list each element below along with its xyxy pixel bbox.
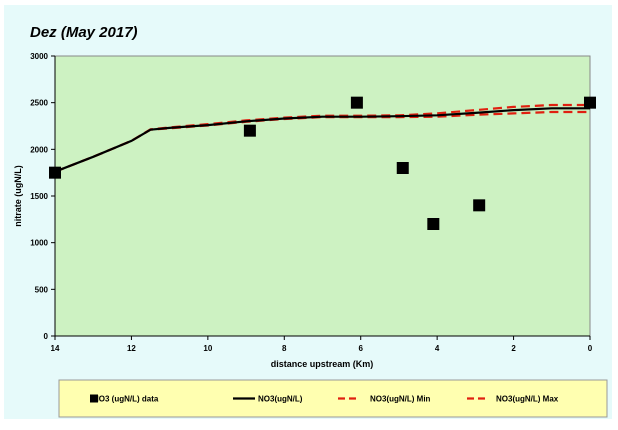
legend-label-model: NO3(ugN/L) — [258, 395, 303, 404]
chart-title: Dez (May 2017) — [30, 24, 138, 41]
x-tick-label: 4 — [435, 344, 440, 353]
x-tick-label: 2 — [511, 344, 516, 353]
legend-marker-data — [90, 394, 98, 403]
data-point — [49, 166, 61, 179]
x-tick-label: 14 — [51, 344, 60, 353]
x-axis-label: distance upstream (Km) — [271, 359, 374, 369]
x-tick-label: 12 — [127, 344, 136, 353]
y-tick-label: 3000 — [30, 52, 48, 61]
data-point — [243, 124, 256, 137]
legend-label-data: NO3 (ugN/L) data — [93, 395, 159, 404]
y-tick-label: 2500 — [30, 99, 48, 108]
model-series-line — [54, 107, 590, 173]
y-axis-label: nitrate (ugN/L) — [13, 165, 23, 227]
legend-label-max: NO3(ugN/L) Max — [496, 395, 559, 404]
data-point — [473, 199, 486, 212]
data-point — [350, 96, 363, 109]
plot-area — [54, 55, 591, 337]
x-tick-label: 8 — [282, 344, 287, 353]
x-tick-label: 10 — [203, 344, 212, 353]
legend-box — [58, 379, 608, 418]
legend-label-min: NO3(ugN/L) Min — [370, 395, 431, 404]
y-tick-label: 500 — [35, 285, 49, 294]
data-point — [427, 218, 440, 230]
x-tick-label: 6 — [358, 344, 363, 353]
y-tick-label: 2000 — [30, 145, 48, 154]
data-point — [584, 96, 596, 109]
y-tick-label: 1500 — [30, 192, 48, 201]
y-tick-label: 1000 — [30, 239, 48, 248]
x-tick-label: 0 — [588, 344, 593, 353]
y-tick-label: 0 — [44, 332, 49, 341]
data-point — [396, 162, 409, 174]
